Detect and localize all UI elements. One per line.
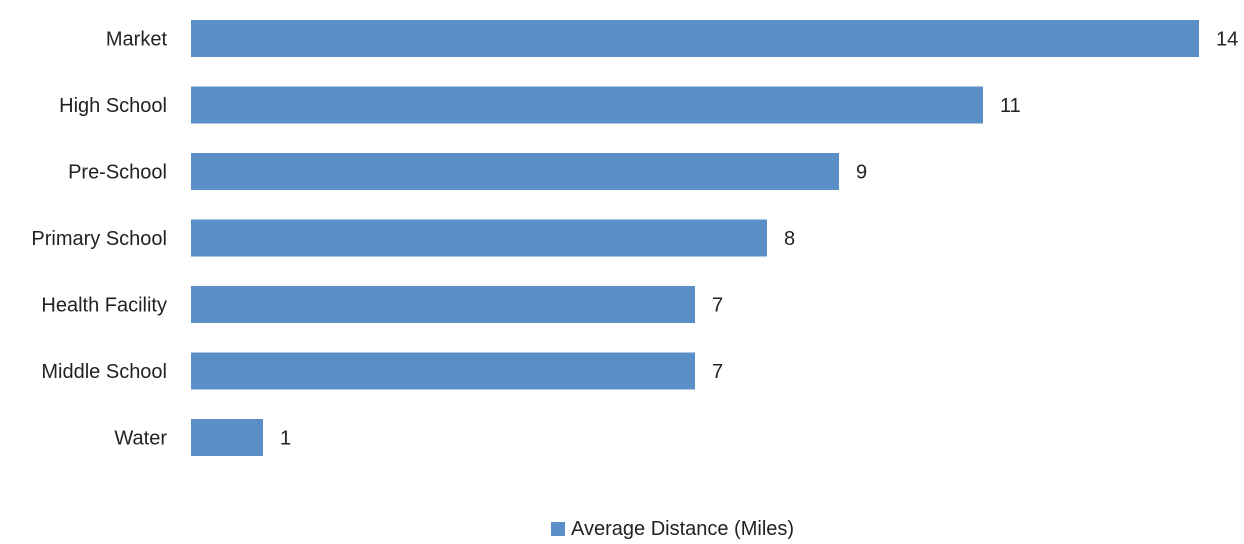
category-label: High School (59, 95, 167, 117)
bar (191, 86, 983, 124)
bar (191, 20, 1199, 57)
category-label: Pre-School (68, 162, 167, 184)
value-label: 7 (712, 295, 723, 317)
value-label: 11 (1000, 95, 1021, 117)
value-label: 9 (856, 162, 867, 184)
category-label: Market (106, 29, 168, 51)
legend-swatch (551, 522, 565, 536)
legend-label: Average Distance (Miles) (571, 518, 794, 540)
value-label: 8 (784, 228, 795, 250)
legend: Average Distance (Miles) (551, 518, 794, 540)
value-label: 7 (712, 361, 723, 383)
value-label: 14 (1216, 29, 1238, 51)
bar (191, 286, 695, 323)
category-label: Middle School (41, 361, 167, 383)
value-label: 1 (280, 428, 291, 450)
category-label: Primary School (31, 228, 167, 250)
bars-layer: Market 14 High School 11 Pre-School 9 Primary … (31, 20, 1238, 456)
bar (191, 419, 263, 456)
category-label: Health Facility (41, 295, 167, 317)
bar (191, 352, 695, 390)
category-label: Water (114, 428, 167, 450)
bar (191, 219, 767, 257)
bar (191, 153, 839, 190)
